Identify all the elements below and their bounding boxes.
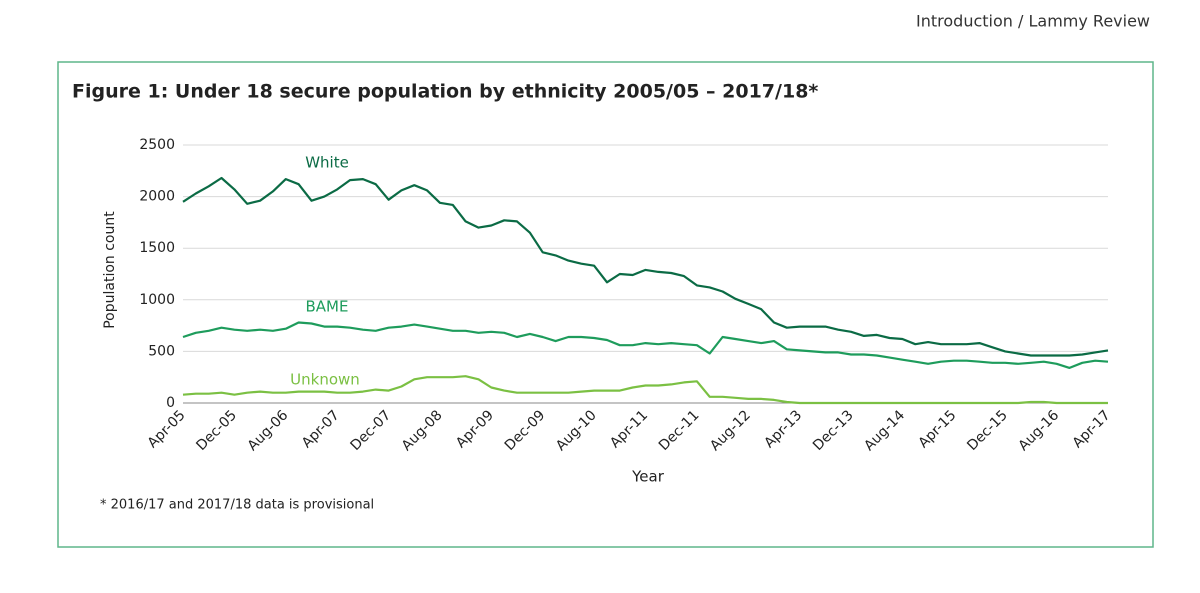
y-tick-label: 500	[148, 343, 175, 359]
x-tick-label: Aug-08	[399, 407, 446, 454]
footnote: * 2016/17 and 2017/18 data is provisiona…	[100, 498, 374, 513]
x-tick-label: Aug-16	[1015, 407, 1062, 454]
y-tick-label: 1500	[139, 240, 175, 256]
x-tick-label: Dec-15	[964, 407, 1011, 454]
x-tick-label: Dec-07	[348, 407, 395, 454]
x-tick-label: Apr-11	[607, 407, 651, 451]
y-axis-label: Population count	[102, 211, 118, 329]
page-header: Introduction / Lammy Review	[916, 12, 1150, 31]
y-tick-label: 0	[166, 395, 175, 411]
series-label: Unknown	[290, 371, 360, 389]
x-axis-label: Year	[631, 468, 665, 486]
y-tick-label: 1000	[139, 292, 175, 308]
chart-title: Figure 1: Under 18 secure population by …	[72, 81, 818, 103]
figure-frame	[57, 61, 1154, 548]
x-tick-label: Apr-09	[453, 407, 497, 451]
series-line	[182, 375, 1108, 405]
x-tick-label: Dec-05	[193, 407, 240, 454]
x-tick-label: Dec-09	[502, 407, 549, 454]
series-label: White	[305, 154, 349, 172]
x-tick-label: Apr-05	[145, 407, 189, 451]
x-tick-label: Aug-06	[245, 407, 292, 454]
y-tick-label: 2500	[139, 137, 175, 153]
series-line	[182, 176, 1109, 357]
x-tick-label: Apr-13	[761, 407, 805, 451]
x-tick-label: Dec-13	[810, 407, 857, 454]
x-tick-label: Dec-11	[656, 407, 703, 454]
x-tick-label: Apr-17	[1070, 407, 1114, 451]
y-tick-label: 2000	[139, 189, 175, 205]
series-label: BAME	[306, 298, 349, 316]
x-tick-label: Aug-10	[553, 407, 600, 454]
x-tick-label: Apr-15	[916, 407, 960, 451]
x-tick-label: Apr-07	[299, 407, 343, 451]
x-tick-label: Aug-14	[861, 407, 908, 454]
x-tick-label: Aug-12	[707, 407, 754, 454]
series-line	[182, 321, 1109, 369]
